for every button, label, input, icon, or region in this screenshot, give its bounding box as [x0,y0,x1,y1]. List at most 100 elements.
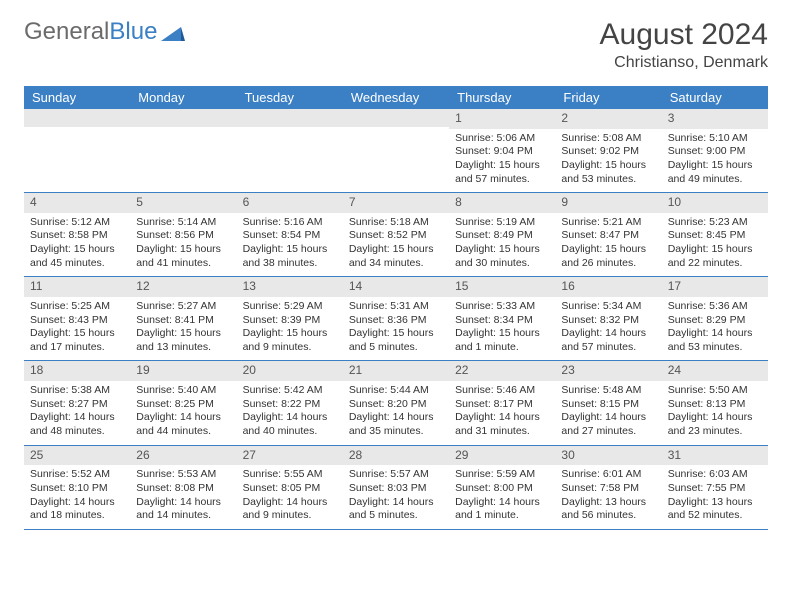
day-number: 5 [130,193,236,213]
day-sunset: Sunset: 8:29 PM [668,314,762,328]
day-body: Sunrise: 6:01 AMSunset: 7:58 PMDaylight:… [555,465,661,529]
calendar-day-cell: 8Sunrise: 5:19 AMSunset: 8:49 PMDaylight… [449,193,555,277]
calendar-day-cell: 27Sunrise: 5:55 AMSunset: 8:05 PMDayligh… [237,445,343,529]
day-sunset: Sunset: 8:36 PM [349,314,443,328]
day-sunset: Sunset: 7:55 PM [668,482,762,496]
logo-triangle-icon [161,23,185,41]
day-number: 17 [662,277,768,297]
day-number: 21 [343,361,449,381]
day-sunset: Sunset: 7:58 PM [561,482,655,496]
day-sunset: Sunset: 8:41 PM [136,314,230,328]
day-number: 19 [130,361,236,381]
weekday-header: Monday [130,86,236,109]
day-sunset: Sunset: 8:10 PM [30,482,124,496]
calendar-day-cell: 1Sunrise: 5:06 AMSunset: 9:04 PMDaylight… [449,109,555,193]
day-daylight: Daylight: 15 hours and 34 minutes. [349,243,443,270]
day-daylight: Daylight: 14 hours and 18 minutes. [30,496,124,523]
day-sunrise: Sunrise: 5:21 AM [561,216,655,230]
calendar-day-cell: 26Sunrise: 5:53 AMSunset: 8:08 PMDayligh… [130,445,236,529]
day-sunset: Sunset: 8:43 PM [30,314,124,328]
calendar-day-cell: 30Sunrise: 6:01 AMSunset: 7:58 PMDayligh… [555,445,661,529]
day-daylight: Daylight: 15 hours and 57 minutes. [455,159,549,186]
day-body: Sunrise: 5:25 AMSunset: 8:43 PMDaylight:… [24,297,130,361]
day-body: Sunrise: 5:33 AMSunset: 8:34 PMDaylight:… [449,297,555,361]
day-sunrise: Sunrise: 6:03 AM [668,468,762,482]
day-sunset: Sunset: 8:17 PM [455,398,549,412]
day-sunset: Sunset: 8:15 PM [561,398,655,412]
calendar-day-cell [24,109,130,193]
day-sunrise: Sunrise: 5:59 AM [455,468,549,482]
calendar-week-row: 11Sunrise: 5:25 AMSunset: 8:43 PMDayligh… [24,277,768,361]
logo: GeneralBlue [24,18,185,46]
logo-text: GeneralBlue [24,18,157,46]
day-daylight: Daylight: 14 hours and 48 minutes. [30,411,124,438]
day-daylight: Daylight: 15 hours and 41 minutes. [136,243,230,270]
calendar-day-cell [343,109,449,193]
day-body: Sunrise: 5:27 AMSunset: 8:41 PMDaylight:… [130,297,236,361]
day-sunset: Sunset: 8:34 PM [455,314,549,328]
day-body: Sunrise: 5:34 AMSunset: 8:32 PMDaylight:… [555,297,661,361]
day-daylight: Daylight: 15 hours and 17 minutes. [30,327,124,354]
day-sunrise: Sunrise: 5:34 AM [561,300,655,314]
day-daylight: Daylight: 14 hours and 44 minutes. [136,411,230,438]
day-body: Sunrise: 5:40 AMSunset: 8:25 PMDaylight:… [130,381,236,445]
day-sunset: Sunset: 8:22 PM [243,398,337,412]
day-number: 12 [130,277,236,297]
title-block: August 2024 Christianso, Denmark [600,18,768,72]
day-number: 10 [662,193,768,213]
day-body: Sunrise: 5:31 AMSunset: 8:36 PMDaylight:… [343,297,449,361]
day-body: Sunrise: 5:48 AMSunset: 8:15 PMDaylight:… [555,381,661,445]
calendar-day-cell: 22Sunrise: 5:46 AMSunset: 8:17 PMDayligh… [449,361,555,445]
day-number: 24 [662,361,768,381]
day-daylight: Daylight: 14 hours and 9 minutes. [243,496,337,523]
day-number: 29 [449,446,555,466]
day-sunset: Sunset: 8:25 PM [136,398,230,412]
day-sunset: Sunset: 8:54 PM [243,229,337,243]
calendar-day-cell: 17Sunrise: 5:36 AMSunset: 8:29 PMDayligh… [662,277,768,361]
calendar-day-cell: 9Sunrise: 5:21 AMSunset: 8:47 PMDaylight… [555,193,661,277]
day-number: 6 [237,193,343,213]
day-number: 27 [237,446,343,466]
day-daylight: Daylight: 15 hours and 9 minutes. [243,327,337,354]
calendar-day-cell: 4Sunrise: 5:12 AMSunset: 8:58 PMDaylight… [24,193,130,277]
day-sunset: Sunset: 8:00 PM [455,482,549,496]
day-body: Sunrise: 5:21 AMSunset: 8:47 PMDaylight:… [555,213,661,277]
day-number: 14 [343,277,449,297]
calendar-week-row: 4Sunrise: 5:12 AMSunset: 8:58 PMDaylight… [24,193,768,277]
day-number: 22 [449,361,555,381]
day-body: Sunrise: 5:19 AMSunset: 8:49 PMDaylight:… [449,213,555,277]
header: GeneralBlue August 2024 Christianso, Den… [24,18,768,72]
calendar-day-cell: 11Sunrise: 5:25 AMSunset: 8:43 PMDayligh… [24,277,130,361]
weekday-header: Thursday [449,86,555,109]
day-body: Sunrise: 5:18 AMSunset: 8:52 PMDaylight:… [343,213,449,277]
day-sunrise: Sunrise: 5:46 AM [455,384,549,398]
day-daylight: Daylight: 15 hours and 1 minute. [455,327,549,354]
weekday-header: Sunday [24,86,130,109]
calendar-day-cell: 31Sunrise: 6:03 AMSunset: 7:55 PMDayligh… [662,445,768,529]
day-sunrise: Sunrise: 5:36 AM [668,300,762,314]
day-daylight: Daylight: 14 hours and 5 minutes. [349,496,443,523]
day-body: Sunrise: 5:46 AMSunset: 8:17 PMDaylight:… [449,381,555,445]
day-sunset: Sunset: 8:56 PM [136,229,230,243]
day-sunset: Sunset: 8:27 PM [30,398,124,412]
day-sunrise: Sunrise: 5:31 AM [349,300,443,314]
day-sunset: Sunset: 8:08 PM [136,482,230,496]
day-sunset: Sunset: 9:00 PM [668,145,762,159]
day-sunrise: Sunrise: 5:25 AM [30,300,124,314]
calendar-day-cell: 7Sunrise: 5:18 AMSunset: 8:52 PMDaylight… [343,193,449,277]
day-sunrise: Sunrise: 5:40 AM [136,384,230,398]
day-sunrise: Sunrise: 5:57 AM [349,468,443,482]
empty-day-num [24,109,130,127]
day-sunrise: Sunrise: 5:10 AM [668,132,762,146]
day-body: Sunrise: 5:38 AMSunset: 8:27 PMDaylight:… [24,381,130,445]
calendar-day-cell [130,109,236,193]
calendar-day-cell: 15Sunrise: 5:33 AMSunset: 8:34 PMDayligh… [449,277,555,361]
day-daylight: Daylight: 15 hours and 13 minutes. [136,327,230,354]
day-body: Sunrise: 5:14 AMSunset: 8:56 PMDaylight:… [130,213,236,277]
calendar-body: 1Sunrise: 5:06 AMSunset: 9:04 PMDaylight… [24,109,768,529]
calendar-day-cell: 5Sunrise: 5:14 AMSunset: 8:56 PMDaylight… [130,193,236,277]
day-daylight: Daylight: 14 hours and 14 minutes. [136,496,230,523]
day-number: 20 [237,361,343,381]
day-daylight: Daylight: 15 hours and 49 minutes. [668,159,762,186]
day-daylight: Daylight: 15 hours and 30 minutes. [455,243,549,270]
